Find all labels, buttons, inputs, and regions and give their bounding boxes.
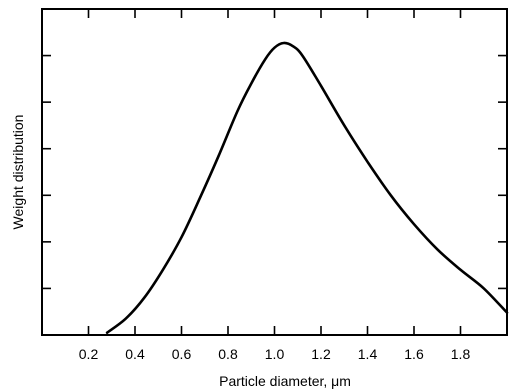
x-tick-label: 1.2: [311, 346, 331, 362]
x-tick-label: 1.8: [451, 346, 471, 362]
x-tick-label: 1.6: [404, 346, 424, 362]
x-axis-label: Particle diameter, μm: [219, 373, 351, 389]
x-tick-label: 0.8: [218, 346, 238, 362]
x-tick-label: 0.2: [79, 346, 99, 362]
plot-frame: [41, 8, 508, 336]
x-tick-label: 0.6: [172, 346, 192, 362]
x-axis-ticks: [87, 9, 462, 335]
x-tick-label: 0.4: [125, 346, 145, 362]
x-tick-label: 1.0: [265, 346, 285, 362]
x-tick-label: 1.4: [358, 346, 378, 362]
x-axis-tick-labels: 0.2 0.4 0.6 0.8 1.0 1.2 1.4 1.6 1.8: [79, 346, 471, 362]
series-line-weight-distribution: [105, 41, 509, 334]
y-axis-ticks: [42, 54, 507, 290]
y-axis-label: Weight distribution: [10, 115, 26, 230]
